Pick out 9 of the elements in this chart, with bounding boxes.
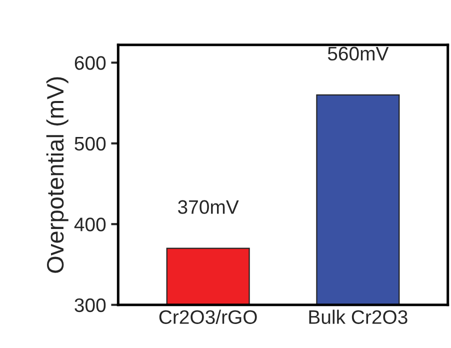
data-label: 370mV [178, 200, 239, 214]
y-tick-label: 400 [74, 218, 106, 232]
y-tick-label: 600 [74, 56, 106, 70]
y-tick-label: 500 [74, 136, 106, 151]
x-tick-label: Cr2O3/rGO [159, 310, 257, 324]
x-tick-label: Bulk Cr2O3 [309, 310, 408, 324]
y-tick-label: 300 [74, 298, 106, 312]
data-label: 560mV [328, 46, 389, 61]
y-axis-title: Overpotential (mV) [46, 77, 68, 273]
